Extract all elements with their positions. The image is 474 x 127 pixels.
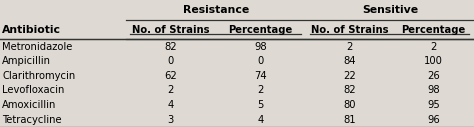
Text: Antibiotic: Antibiotic [2,25,61,35]
Text: 3: 3 [167,115,174,125]
Text: 82: 82 [343,85,356,96]
Text: Percentage: Percentage [401,25,466,35]
Text: 96: 96 [428,115,440,125]
Text: Levofloxacin: Levofloxacin [2,85,65,96]
Text: Sensitive: Sensitive [362,5,418,15]
Text: 98: 98 [428,85,440,96]
Text: No. of Strains: No. of Strains [132,25,210,35]
Text: Resistance: Resistance [182,5,249,15]
Text: 62: 62 [164,71,177,81]
Text: 2: 2 [257,85,264,96]
Text: Percentage: Percentage [228,25,293,35]
Text: 4: 4 [257,115,264,125]
Text: Metronidazole: Metronidazole [2,42,73,52]
Text: Clarithromycin: Clarithromycin [2,71,76,81]
Text: No. of Strains: No. of Strains [311,25,388,35]
Text: 4: 4 [167,100,174,110]
Text: Amoxicillin: Amoxicillin [2,100,57,110]
Text: Tetracycline: Tetracycline [2,115,62,125]
Text: 80: 80 [343,100,356,110]
Text: 26: 26 [428,71,440,81]
Text: 2: 2 [430,42,437,52]
Text: 95: 95 [428,100,440,110]
Text: 0: 0 [167,56,174,66]
Text: 82: 82 [164,42,177,52]
Text: 100: 100 [424,56,443,66]
Text: 2: 2 [346,42,353,52]
Text: 22: 22 [343,71,356,81]
Text: 81: 81 [343,115,356,125]
Text: 84: 84 [343,56,356,66]
Text: 5: 5 [257,100,264,110]
Text: 74: 74 [255,71,267,81]
Text: 2: 2 [167,85,174,96]
Text: 0: 0 [257,56,264,66]
Text: Ampicillin: Ampicillin [2,56,51,66]
Text: 98: 98 [255,42,267,52]
